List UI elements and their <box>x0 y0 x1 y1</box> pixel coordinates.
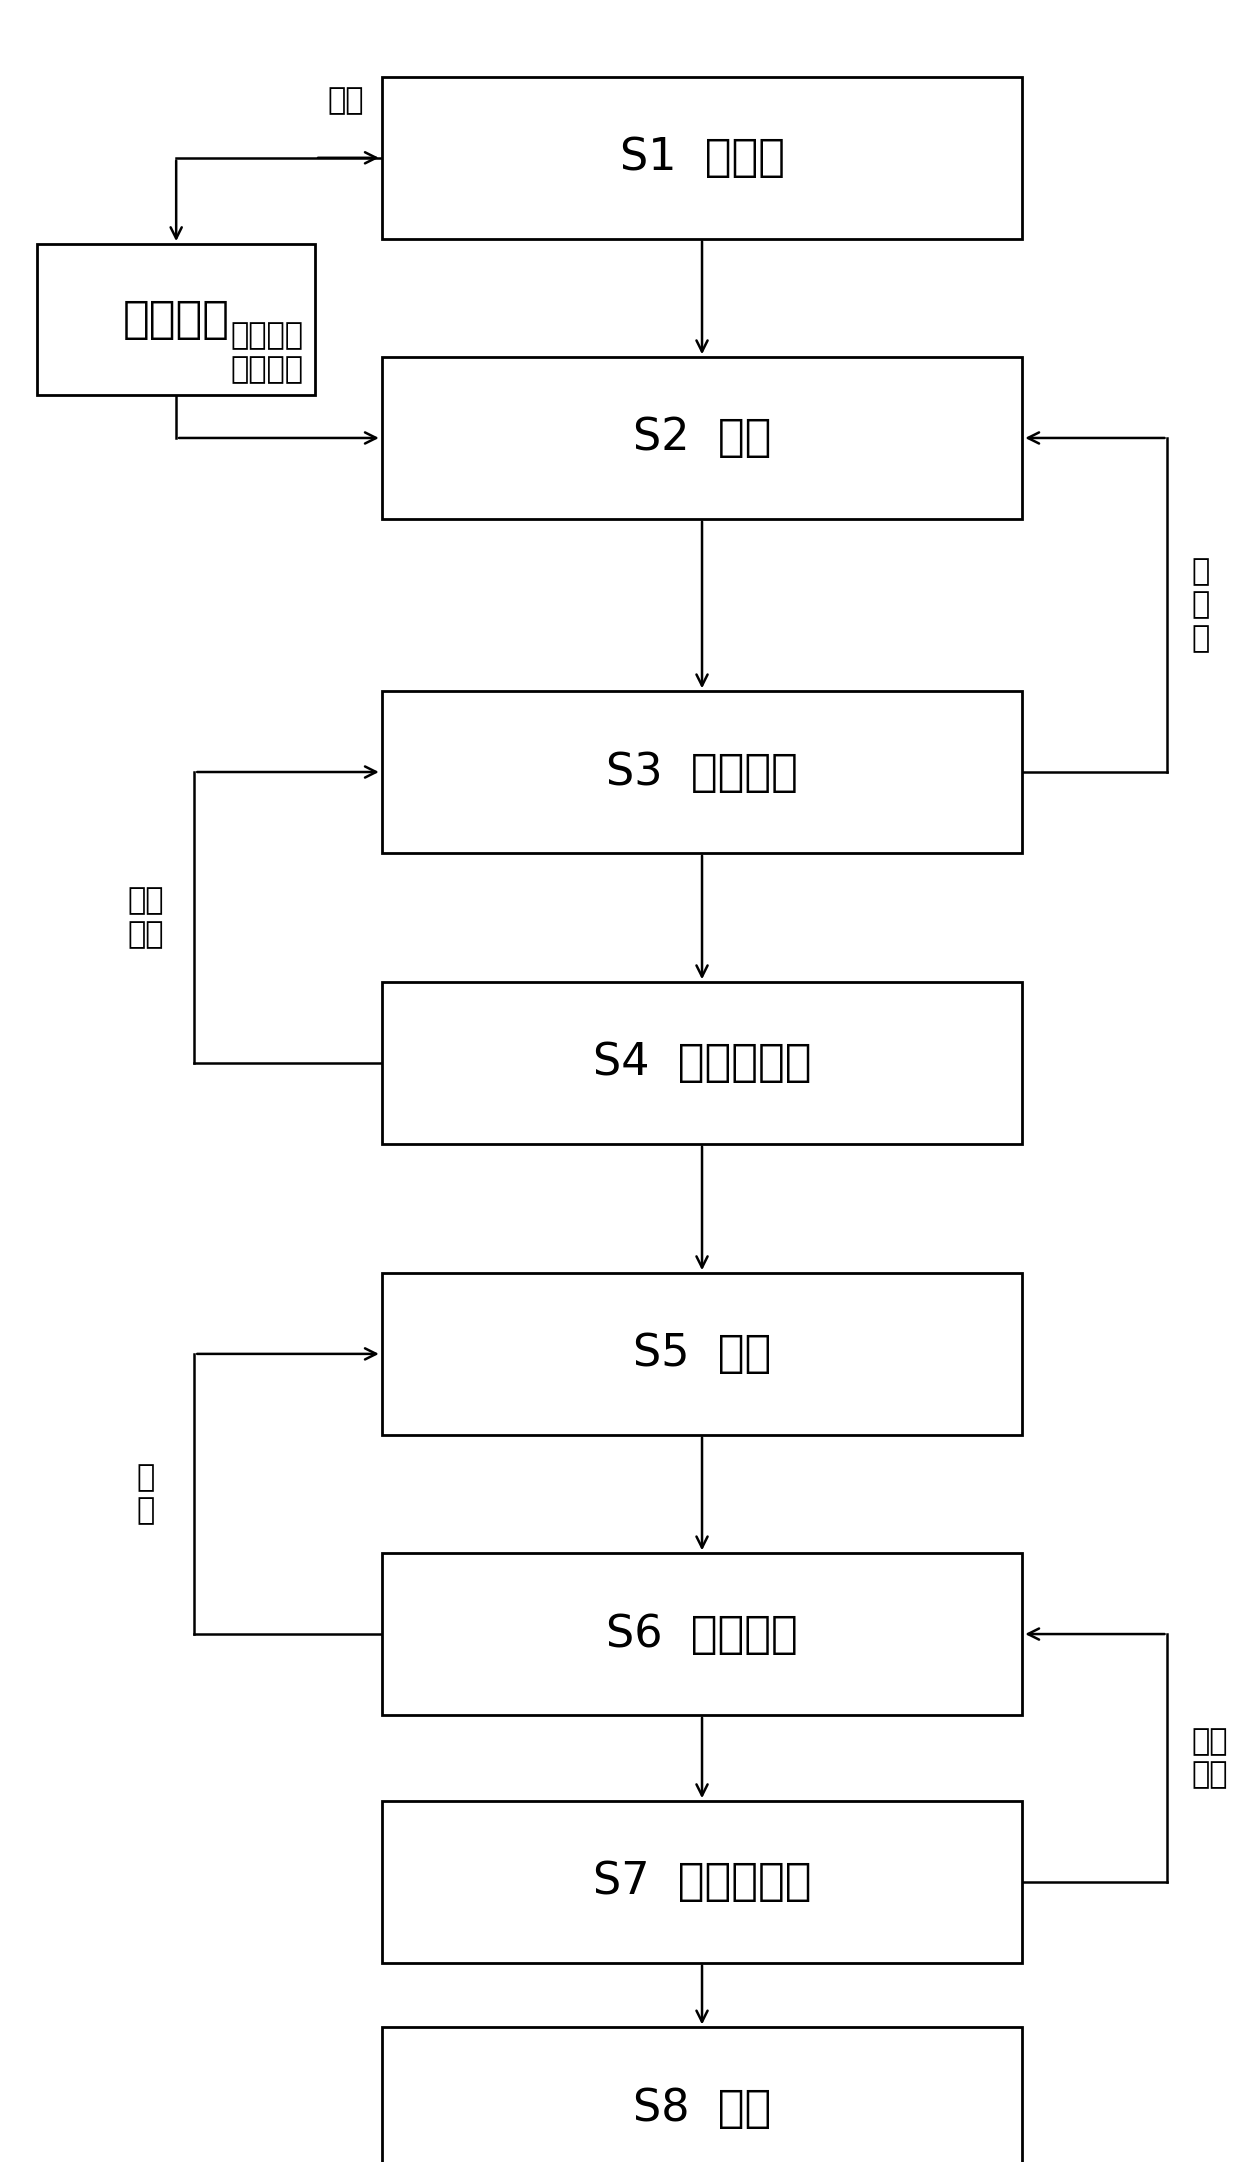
Text: S2  预冷: S2 预冷 <box>632 416 771 460</box>
Text: S8  干燥: S8 干燥 <box>632 2087 771 2130</box>
FancyBboxPatch shape <box>382 1800 1022 1963</box>
Text: 离心
母液: 离心 母液 <box>1192 1727 1228 1789</box>
FancyBboxPatch shape <box>382 983 1022 1143</box>
Text: 上
清
液: 上 清 液 <box>1192 557 1210 653</box>
Text: 离心
母液: 离心 母液 <box>128 887 164 948</box>
Text: S7  第二次离心: S7 第二次离心 <box>593 1861 811 1904</box>
Text: 纳滤单元: 纳滤单元 <box>123 297 229 341</box>
FancyBboxPatch shape <box>382 692 1022 852</box>
Text: S5  熶融: S5 熶融 <box>632 1332 771 1375</box>
FancyBboxPatch shape <box>382 76 1022 239</box>
Text: 衔
汽: 衔 汽 <box>136 1462 155 1525</box>
Text: S6  蕲发结晶: S6 蕲发结晶 <box>606 1612 797 1655</box>
Text: 热交换后
的上清液: 热交换后 的上清液 <box>231 321 304 384</box>
FancyBboxPatch shape <box>37 243 315 395</box>
Text: S3  冷冻结晶: S3 冷冻结晶 <box>606 750 799 794</box>
Text: S4  第一次离心: S4 第一次离心 <box>593 1041 811 1084</box>
FancyBboxPatch shape <box>382 1553 1022 1716</box>
FancyBboxPatch shape <box>382 2028 1022 2169</box>
FancyBboxPatch shape <box>382 358 1022 518</box>
FancyBboxPatch shape <box>382 1273 1022 1434</box>
Text: 浓水: 浓水 <box>327 87 363 115</box>
Text: S1  预处理: S1 预处理 <box>620 137 785 180</box>
